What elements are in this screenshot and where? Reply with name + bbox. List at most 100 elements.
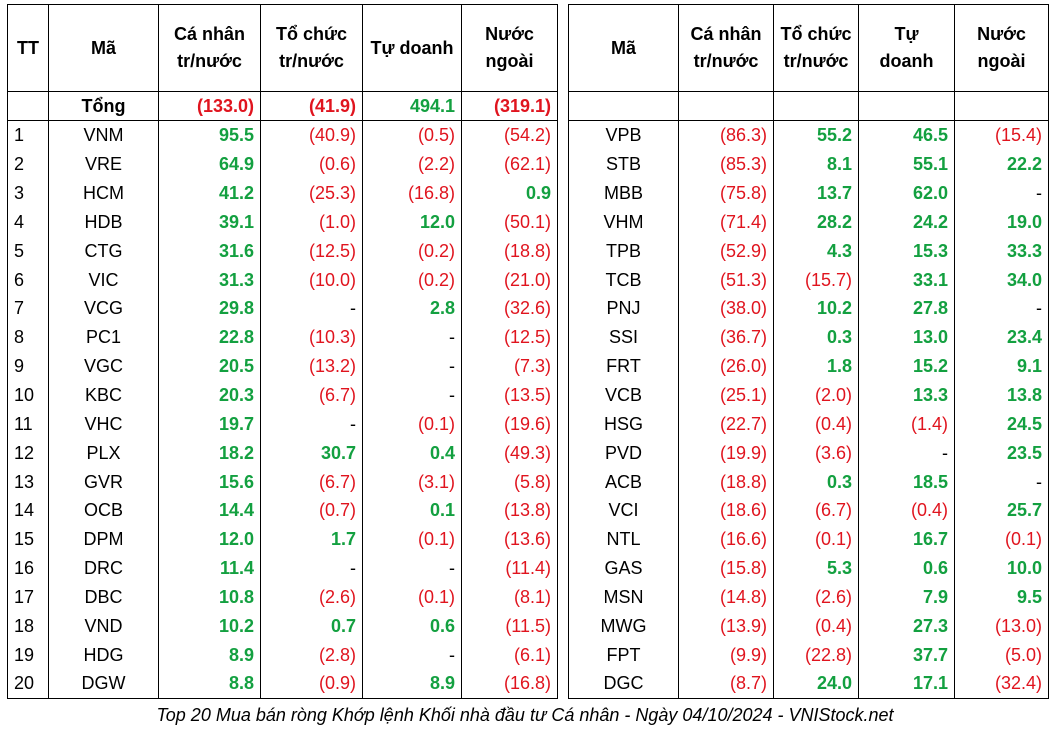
to-chuc-cell: 0.3 bbox=[773, 467, 859, 496]
header-to-chuc: Tổ chức tr/nước bbox=[260, 4, 363, 92]
to-chuc-cell: - bbox=[260, 294, 363, 323]
tu-doanh-cell: (16.8) bbox=[362, 178, 462, 208]
table-row: TPB (52.9) 4.3 15.3 33.3 bbox=[568, 236, 1049, 266]
to-chuc-cell: 30.7 bbox=[260, 438, 363, 468]
ca-nhan-cell: (18.8) bbox=[678, 467, 774, 496]
ca-nhan-cell: (18.6) bbox=[678, 495, 774, 525]
ca-nhan-cell: 22.8 bbox=[158, 322, 261, 352]
ca-nhan-cell: (36.7) bbox=[678, 322, 774, 352]
table-row: 15 DPM 12.0 1.7 (0.1) (13.6) bbox=[7, 524, 558, 554]
table-row: 2 VRE 64.9 (0.6) (2.2) (62.1) bbox=[7, 149, 558, 179]
ticker-cell: NTL bbox=[568, 524, 679, 554]
total-label: Tổng bbox=[48, 91, 159, 121]
nuoc-ngoai-cell: (49.3) bbox=[461, 438, 558, 468]
rank-cell: 5 bbox=[7, 236, 49, 266]
nuoc-ngoai-cell: 25.7 bbox=[954, 495, 1049, 525]
ca-nhan-cell: (85.3) bbox=[678, 149, 774, 179]
to-chuc-cell: (0.4) bbox=[773, 409, 859, 439]
tu-doanh-cell: 0.4 bbox=[362, 438, 462, 468]
ticker-cell: MBB bbox=[568, 178, 679, 208]
rank-cell: 14 bbox=[7, 495, 49, 525]
to-chuc-cell: 10.2 bbox=[773, 294, 859, 323]
ca-nhan-cell: (8.7) bbox=[678, 669, 774, 699]
table-row: GAS (15.8) 5.3 0.6 10.0 bbox=[568, 553, 1049, 583]
tu-doanh-cell: (0.1) bbox=[362, 582, 462, 612]
ca-nhan-cell: 14.4 bbox=[158, 495, 261, 525]
tu-doanh-cell: (0.2) bbox=[362, 236, 462, 266]
rank-cell: 4 bbox=[7, 207, 49, 237]
nuoc-ngoai-cell: 23.5 bbox=[954, 438, 1049, 468]
ca-nhan-cell: (19.9) bbox=[678, 438, 774, 468]
ca-nhan-cell: (25.1) bbox=[678, 380, 774, 410]
left-table: TT Mã Cá nhân tr/nước Tổ chức tr/nước Tự… bbox=[7, 4, 558, 699]
table-row: VCI (18.6) (6.7) (0.4) 25.7 bbox=[568, 495, 1049, 525]
tu-doanh-cell: - bbox=[362, 380, 462, 410]
empty-cell bbox=[678, 91, 774, 121]
ticker-cell: DPM bbox=[48, 524, 159, 554]
tu-doanh-cell: 13.3 bbox=[858, 380, 955, 410]
ca-nhan-cell: 29.8 bbox=[158, 294, 261, 323]
to-chuc-cell: 55.2 bbox=[773, 120, 859, 150]
nuoc-ngoai-cell: - bbox=[954, 467, 1049, 496]
ticker-cell: CTG bbox=[48, 236, 159, 266]
tu-doanh-cell: (0.1) bbox=[362, 409, 462, 439]
rank-cell: 2 bbox=[7, 149, 49, 179]
nuoc-ngoai-cell: (18.8) bbox=[461, 236, 558, 266]
ca-nhan-cell: (22.7) bbox=[678, 409, 774, 439]
ca-nhan-cell: 19.7 bbox=[158, 409, 261, 439]
table-row: VHM (71.4) 28.2 24.2 19.0 bbox=[568, 207, 1049, 237]
nuoc-ngoai-cell: 22.2 bbox=[954, 149, 1049, 179]
to-chuc-cell: (15.7) bbox=[773, 265, 859, 295]
table-row: MWG (13.9) (0.4) 27.3 (13.0) bbox=[568, 611, 1049, 641]
ticker-cell: PVD bbox=[568, 438, 679, 468]
ticker-cell: HSG bbox=[568, 409, 679, 439]
ticker-cell: GVR bbox=[48, 467, 159, 496]
ticker-cell: PC1 bbox=[48, 322, 159, 352]
nuoc-ngoai-cell: (32.6) bbox=[461, 294, 558, 323]
nuoc-ngoai-cell: (62.1) bbox=[461, 149, 558, 179]
nuoc-ngoai-cell: (6.1) bbox=[461, 640, 558, 670]
ca-nhan-cell: 31.6 bbox=[158, 236, 261, 266]
table-row: 13 GVR 15.6 (6.7) (3.1) (5.8) bbox=[7, 467, 558, 496]
ca-nhan-cell: (14.8) bbox=[678, 582, 774, 612]
ca-nhan-cell: 10.8 bbox=[158, 582, 261, 612]
nuoc-ngoai-cell: (7.3) bbox=[461, 351, 558, 381]
tu-doanh-cell: - bbox=[858, 438, 955, 468]
ticker-cell: VND bbox=[48, 611, 159, 641]
header-tu-doanh: Tự doanh bbox=[858, 4, 955, 92]
ca-nhan-cell: 8.8 bbox=[158, 669, 261, 699]
to-chuc-cell: 28.2 bbox=[773, 207, 859, 237]
to-chuc-cell: - bbox=[260, 553, 363, 583]
to-chuc-cell: (2.6) bbox=[773, 582, 859, 612]
ticker-cell: DGW bbox=[48, 669, 159, 699]
tu-doanh-cell: (0.5) bbox=[362, 120, 462, 150]
tu-doanh-cell: (0.2) bbox=[362, 265, 462, 295]
ca-nhan-cell: 41.2 bbox=[158, 178, 261, 208]
ticker-cell: HCM bbox=[48, 178, 159, 208]
table-row: 1 VNM 95.5 (40.9) (0.5) (54.2) bbox=[7, 120, 558, 150]
ca-nhan-cell: 11.4 bbox=[158, 553, 261, 583]
to-chuc-cell: 0.7 bbox=[260, 611, 363, 641]
total-tt-cell bbox=[7, 91, 49, 121]
empty-cell bbox=[858, 91, 955, 121]
to-chuc-cell: (10.0) bbox=[260, 265, 363, 295]
nuoc-ngoai-cell: (12.5) bbox=[461, 322, 558, 352]
table-row: VPB (86.3) 55.2 46.5 (15.4) bbox=[568, 120, 1049, 150]
to-chuc-cell: 0.3 bbox=[773, 322, 859, 352]
header-tu-doanh: Tự doanh bbox=[362, 4, 462, 92]
to-chuc-cell: (13.2) bbox=[260, 351, 363, 381]
to-chuc-cell: (2.8) bbox=[260, 640, 363, 670]
nuoc-ngoai-cell: (13.8) bbox=[461, 495, 558, 525]
header-ca-nhan: Cá nhân tr/nước bbox=[158, 4, 261, 92]
nuoc-ngoai-cell: (50.1) bbox=[461, 207, 558, 237]
table-row: VCB (25.1) (2.0) 13.3 13.8 bbox=[568, 380, 1049, 410]
ca-nhan-cell: 39.1 bbox=[158, 207, 261, 237]
ticker-cell: MWG bbox=[568, 611, 679, 641]
tu-doanh-cell: 15.2 bbox=[858, 351, 955, 381]
table-row: 12 PLX 18.2 30.7 0.4 (49.3) bbox=[7, 438, 558, 468]
ca-nhan-cell: 64.9 bbox=[158, 149, 261, 179]
ticker-cell: DRC bbox=[48, 553, 159, 583]
to-chuc-cell: (6.7) bbox=[773, 495, 859, 525]
ca-nhan-cell: (75.8) bbox=[678, 178, 774, 208]
to-chuc-cell: 1.7 bbox=[260, 524, 363, 554]
